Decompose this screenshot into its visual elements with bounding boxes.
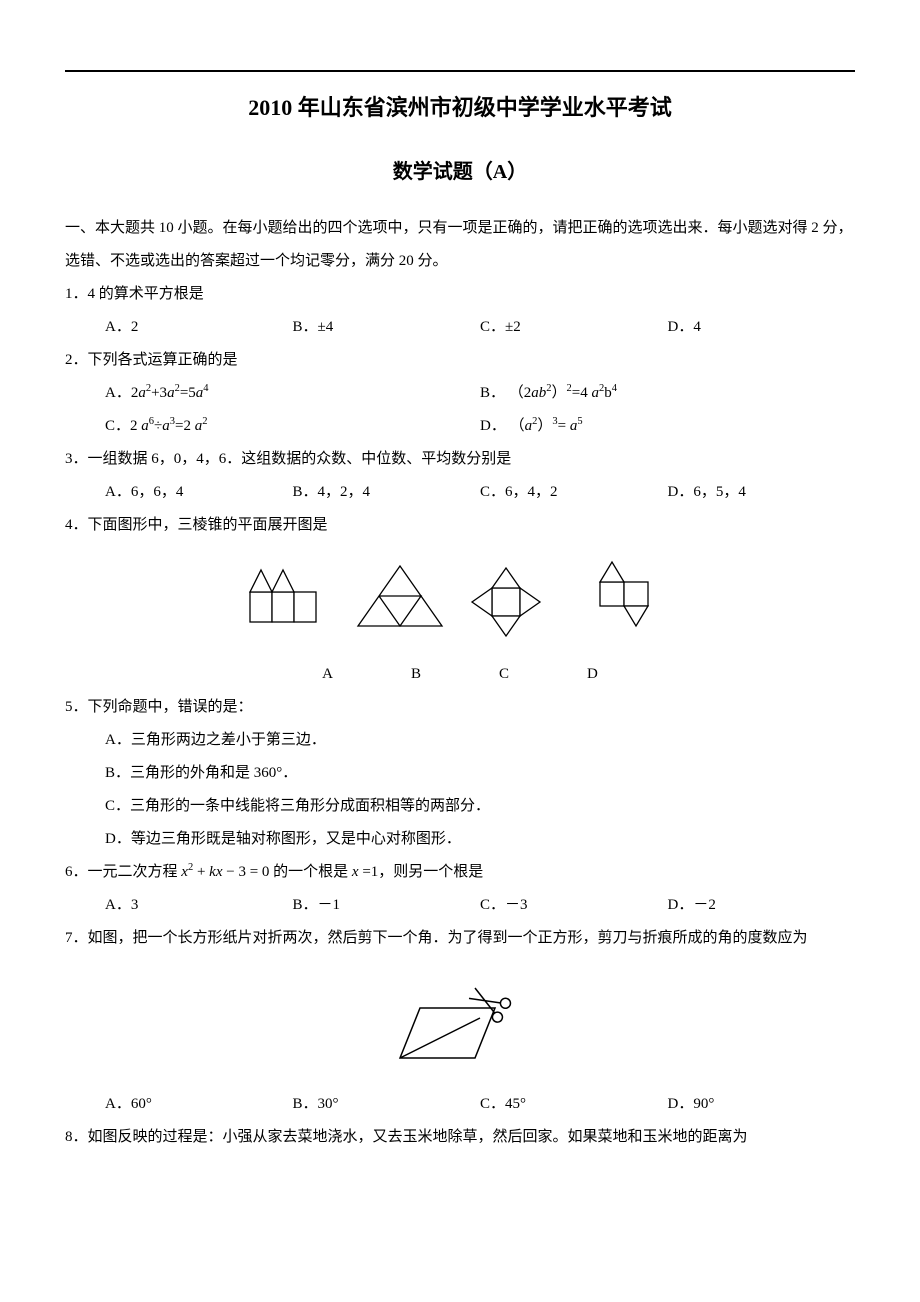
q1-opt-d: D．4 <box>668 311 856 344</box>
nets-svg <box>240 550 680 642</box>
q6-stem: 6．一元二次方程 x2 + kx − 3 = 0 的一个根是 x =1，则另一个… <box>65 856 855 889</box>
q2-opt-c: C．2 a6÷a3=2 a2 <box>105 410 480 443</box>
q1-opt-c: C．±2 <box>480 311 668 344</box>
q8-stem: 8．如图反映的过程是：小强从家去菜地浇水，又去玉米地除草，然后回家。如果菜地和玉… <box>65 1121 855 1154</box>
q4-label-d: D <box>587 658 598 691</box>
q6-opt-a: A．3 <box>105 889 293 922</box>
q4-label-c: C <box>499 658 509 691</box>
section-instructions: 一、本大题共 10 小题。在每小题给出的四个选项中，只有一项是正确的，请把正确的… <box>65 212 855 278</box>
q1-options: A．2 B．±4 C．±2 D．4 <box>65 311 855 344</box>
q7-stem: 7．如图，把一个长方形纸片对折两次，然后剪下一个角．为了得到一个正方形，剪刀与折… <box>65 922 855 955</box>
q2-opt-d: D． （a2）3= a5 <box>480 410 855 443</box>
q1-opt-a: A．2 <box>105 311 293 344</box>
q3-opt-d: D．6，5，4 <box>668 476 856 509</box>
q3-stem: 3．一组数据 6，0，4，6．这组数据的众数、中位数、平均数分别是 <box>65 443 855 476</box>
q3-opt-a: A．6，6，4 <box>105 476 293 509</box>
q4-figure-labels: A B C D <box>65 658 855 691</box>
q7-options: A．60° B．30° C．45° D．90° <box>65 1088 855 1121</box>
q2-opt-a: A．2a2+3a2=5a4 <box>105 377 480 410</box>
q5-opt-d: D．等边三角形既是轴对称图形，又是中心对称图形． <box>65 823 855 856</box>
q6-opt-b: B．－1 <box>293 889 481 922</box>
q5-opt-c: C．三角形的一条中线能将三角形分成面积相等的两部分． <box>65 790 855 823</box>
q6-options: A．3 B．－1 C．－3 D．－2 <box>65 889 855 922</box>
q3-opt-c: C．6，4，2 <box>480 476 668 509</box>
q2-opt-b: B． （2ab2）2=4 a2b4 <box>480 377 855 410</box>
q5-opt-a: A．三角形两边之差小于第三边． <box>65 724 855 757</box>
q4-label-a: A <box>322 658 333 691</box>
q2-stem: 2．下列各式运算正确的是 <box>65 344 855 377</box>
q4-stem: 4．下面图形中，三棱锥的平面展开图是 <box>65 509 855 542</box>
q7-opt-a: A．60° <box>105 1088 293 1121</box>
header-rule <box>65 70 855 72</box>
q6-opt-d: D．－2 <box>668 889 856 922</box>
page-title: 2010 年山东省滨州市初级中学学业水平考试 <box>65 84 855 132</box>
q4-label-b: B <box>411 658 421 691</box>
q7-opt-c: C．45° <box>480 1088 668 1121</box>
q2-options-row2: C．2 a6÷a3=2 a2 D． （a2）3= a5 <box>65 410 855 443</box>
page-subtitle: 数学试题（A） <box>65 150 855 194</box>
q2-options-row1: A．2a2+3a2=5a4 B． （2ab2）2=4 a2b4 <box>65 377 855 410</box>
scissors-svg <box>380 963 540 1073</box>
q7-opt-d: D．90° <box>668 1088 856 1121</box>
q7-figure <box>65 963 855 1086</box>
q5-opt-b: B．三角形的外角和是 360°． <box>65 757 855 790</box>
q1-stem: 1．4 的算术平方根是 <box>65 278 855 311</box>
q6-opt-c: C．－3 <box>480 889 668 922</box>
q5-stem: 5．下列命题中，错误的是： <box>65 691 855 724</box>
q4-figure <box>65 550 855 655</box>
q1-opt-b: B．±4 <box>293 311 481 344</box>
q7-opt-b: B．30° <box>293 1088 481 1121</box>
q3-options: A．6，6，4 B．4，2，4 C．6，4，2 D．6，5，4 <box>65 476 855 509</box>
q3-opt-b: B．4，2，4 <box>293 476 481 509</box>
